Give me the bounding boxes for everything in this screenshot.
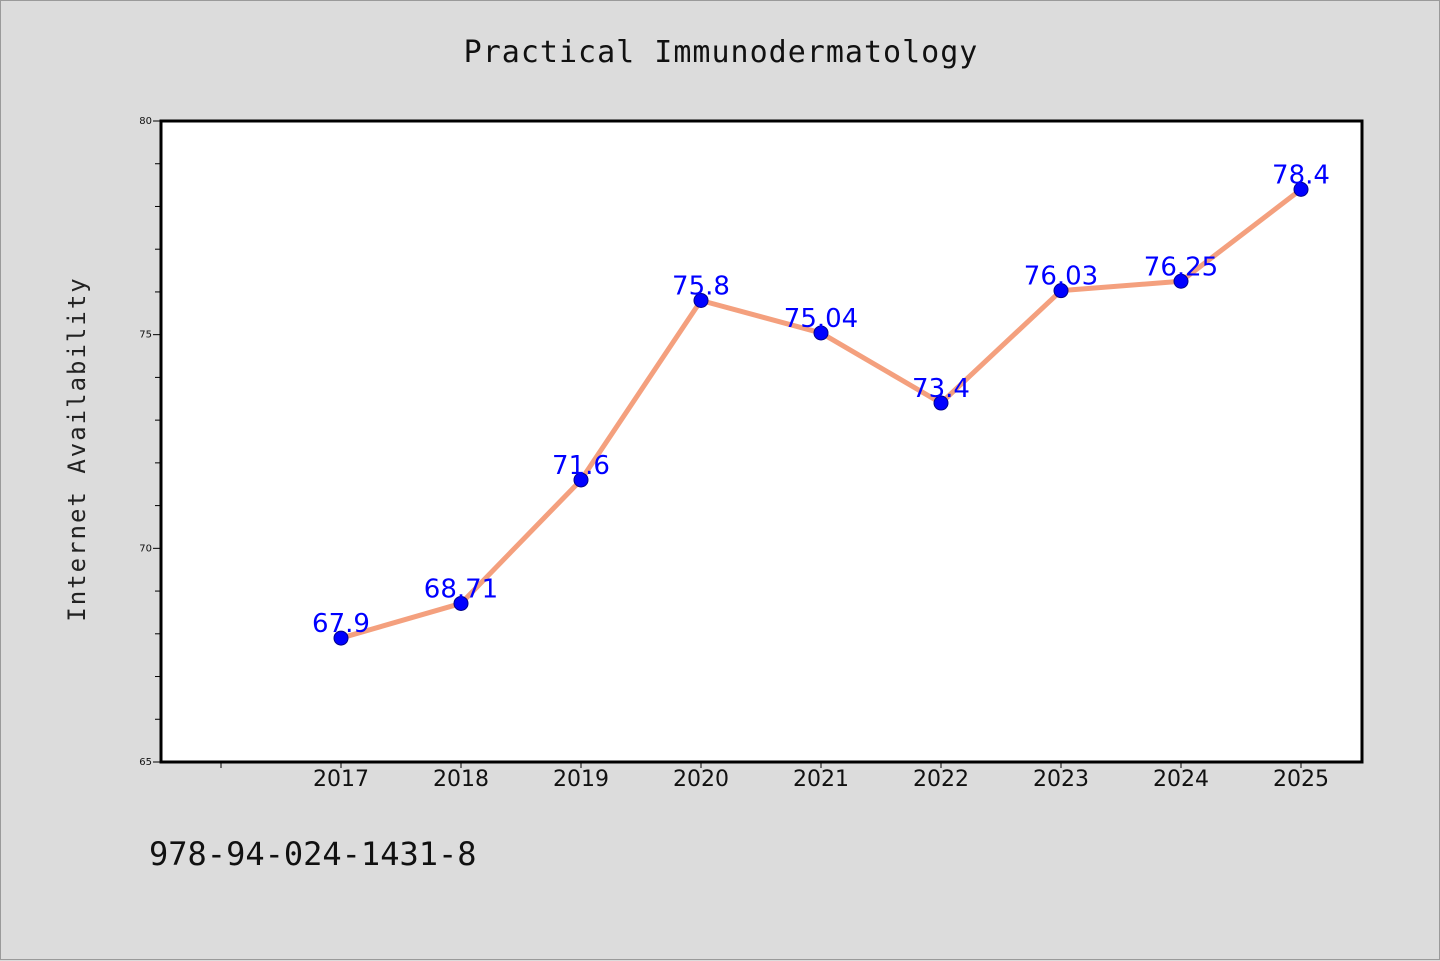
isbn-text: 978-94-024-1431-8	[149, 835, 477, 873]
x-tick-label: 2019	[553, 767, 609, 792]
data-label: 73.4	[912, 374, 970, 404]
data-label: 76.03	[1024, 262, 1098, 292]
data-point-marker	[1053, 283, 1069, 299]
x-tick-label: 2023	[1033, 767, 1089, 792]
data-point-marker	[1293, 181, 1309, 197]
y-tick-label: 70	[139, 543, 152, 554]
x-tick-label: 2024	[1153, 767, 1209, 792]
plot-area	[159, 119, 1364, 764]
chart-title: Practical Immunodermatology	[463, 35, 979, 70]
y-tick-label: 80	[139, 116, 152, 127]
data-point-marker	[573, 472, 589, 488]
data-label: 76.25	[1144, 252, 1218, 282]
x-tick-label: 2022	[913, 767, 969, 792]
data-point-marker	[453, 595, 469, 611]
data-point-marker	[333, 630, 349, 646]
y-axis: 65 70 75 80	[139, 116, 161, 768]
y-tick-label: 75	[139, 330, 152, 341]
x-tick-label: 2018	[433, 767, 489, 792]
data-label: 67.9	[312, 609, 370, 639]
x-axis: 2017 2018 2019 2020 2021 2022 2023 2024 2025	[220, 762, 1329, 792]
series-group	[333, 181, 1309, 646]
data-label: 78.4	[1272, 160, 1330, 190]
x-tick-label: 2017	[313, 767, 369, 792]
data-label: 75.04	[784, 304, 858, 334]
data-label: 68.71	[424, 574, 498, 604]
y-tick-label: 65	[139, 757, 152, 768]
data-point-marker	[693, 292, 709, 308]
data-point-marker	[1173, 273, 1189, 289]
data-label: 75.8	[672, 271, 730, 301]
data-point-marker	[933, 395, 949, 411]
data-label: 71.6	[552, 451, 610, 481]
data-point-marker	[813, 325, 829, 341]
x-tick-label: 2025	[1273, 767, 1329, 792]
data-labels-group: 67.9 68.71 71.6 75.8 75.04 73.4 76.03 76.25 78.4	[312, 160, 1330, 639]
x-tick-label: 2020	[673, 767, 729, 792]
x-tick-label: 2021	[793, 767, 849, 792]
